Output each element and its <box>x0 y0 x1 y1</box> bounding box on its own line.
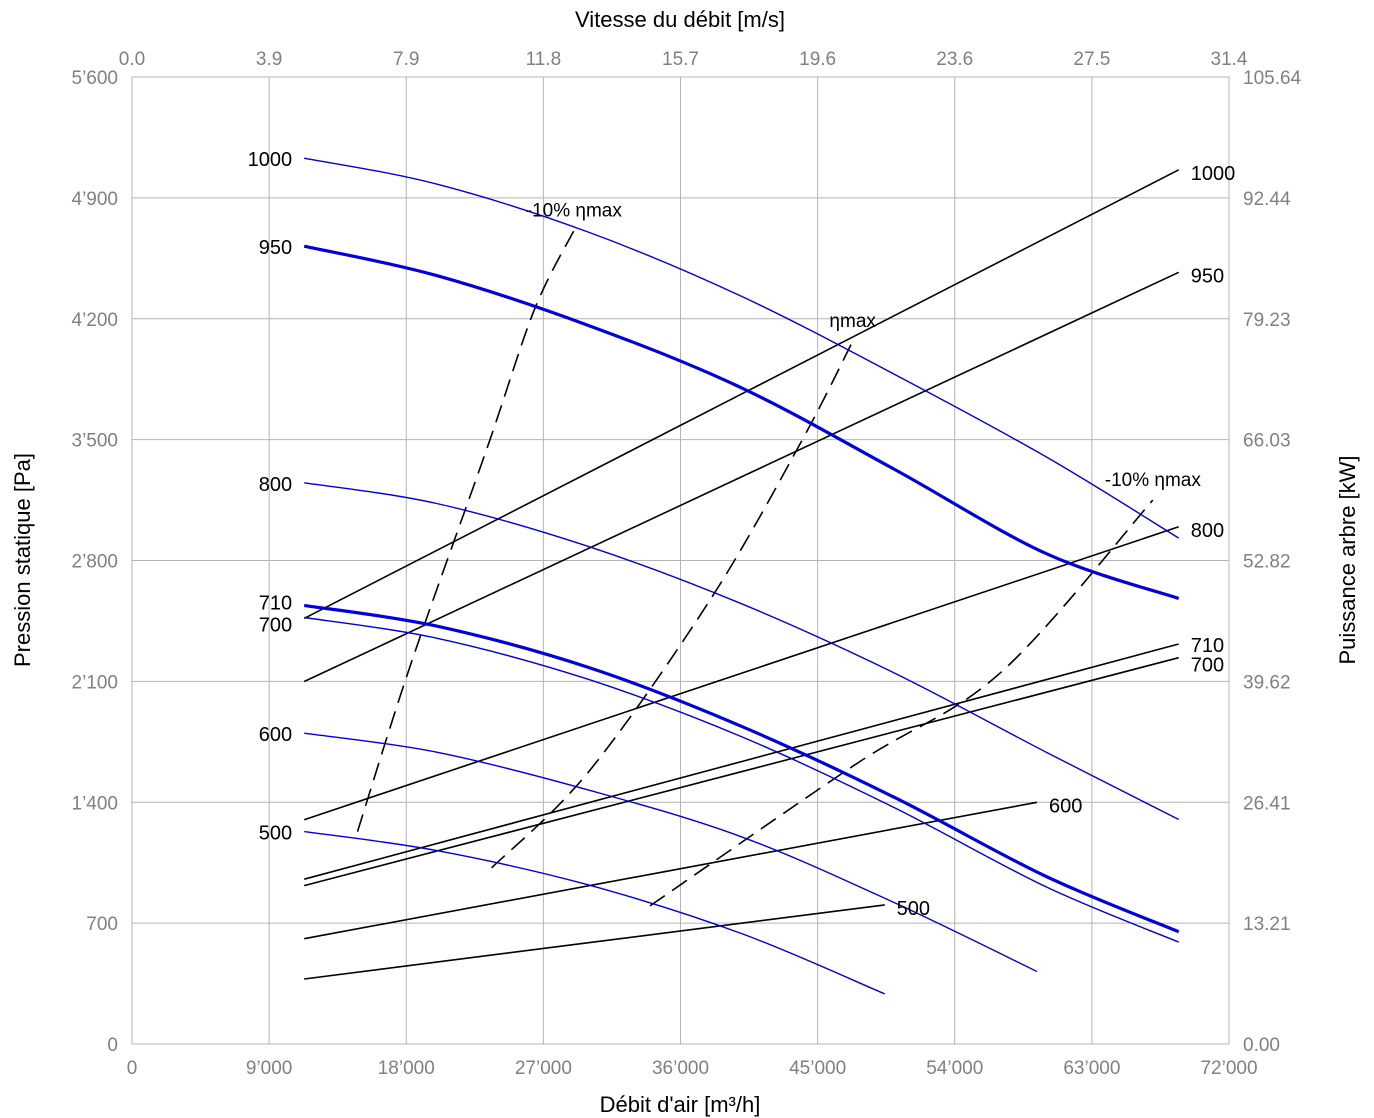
efficiency-line-label: -10% ηmax <box>1105 470 1202 491</box>
pressure-curve-label: 500 <box>259 823 292 845</box>
right-axis-title: Puissance arbre [kW] <box>1335 455 1360 664</box>
y-tick-label: 2’100 <box>72 672 119 693</box>
power-curve <box>303 656 1179 887</box>
tick-labels: 0 0.0 9’000 3.9 18’000 7.9 27’000 11.8 36’000 15.… <box>72 49 1302 1079</box>
x-tick-label: 72’000 <box>1200 1058 1257 1079</box>
y2-tick-label: 66.03 <box>1243 431 1291 452</box>
top-tick-label: 27.5 <box>1073 49 1110 70</box>
pressure-curve-label: 700 <box>259 614 292 636</box>
x-tick-label: 9’000 <box>246 1058 293 1079</box>
efficiency-line <box>649 499 1154 907</box>
top-tick-label: 11.8 <box>526 49 562 70</box>
pressure-curve <box>304 616 1179 943</box>
x-tick-label: 18’000 <box>378 1058 435 1079</box>
y-tick-label: 3’500 <box>72 431 119 452</box>
efficiency-lines <box>356 230 1154 907</box>
y2-tick-label: 79.23 <box>1243 310 1291 331</box>
y2-tick-label: 0.00 <box>1243 1035 1280 1056</box>
power-curves <box>303 169 1180 980</box>
power-curve-label: 700 <box>1191 655 1224 677</box>
power-curve-label: 950 <box>1191 265 1224 287</box>
y2-tick-label: 13.21 <box>1243 914 1291 935</box>
pressure-curve <box>304 732 1038 973</box>
top-tick-label: 3.9 <box>256 49 282 70</box>
power-curve <box>304 904 885 980</box>
y-tick-label: 2’800 <box>72 552 119 573</box>
power-curve <box>303 271 1180 683</box>
pressure-curve <box>303 244 1180 601</box>
plot-border <box>131 76 1230 1045</box>
top-tick-label: 19.6 <box>799 49 836 70</box>
efficiency-line <box>491 340 854 869</box>
top-tick-label: 7.9 <box>393 49 419 70</box>
pressure-curves <box>303 157 1180 995</box>
top-tick-label: 23.6 <box>936 49 973 70</box>
power-curve <box>303 643 1179 880</box>
x-tick-label: 54’000 <box>926 1058 983 1079</box>
pressure-curve-label: 950 <box>259 237 292 259</box>
x-tick-label: 0 <box>127 1058 138 1079</box>
x-tick-label: 27’000 <box>515 1058 572 1079</box>
x-tick-label: 45’000 <box>789 1058 846 1079</box>
y-tick-label: 4’200 <box>72 310 119 331</box>
y2-tick-label: 39.62 <box>1243 672 1291 693</box>
top-tick-label: 0.0 <box>119 49 145 70</box>
curve-labels: 1000950800710700600500100095080071070060… <box>248 149 1236 920</box>
pressure-curve-label: 710 <box>259 592 292 614</box>
pressure-curve <box>304 157 1180 539</box>
power-curve <box>303 169 1180 620</box>
pressure-curve-label: 1000 <box>248 149 293 171</box>
power-curve-label: 1000 <box>1191 163 1236 185</box>
pressure-curve <box>304 482 1180 821</box>
top-tick-label: 15.7 <box>662 49 699 70</box>
power-curve-label: 500 <box>897 898 930 920</box>
pressure-curve <box>304 830 885 995</box>
x-tick-label: 36’000 <box>652 1058 709 1079</box>
x-axis-title: Débit d'air [m³/h] <box>600 1092 761 1117</box>
y2-tick-label: 52.82 <box>1243 552 1291 573</box>
y-tick-label: 1’400 <box>72 793 119 814</box>
plot-frame <box>131 76 1230 1045</box>
x-tick-label: 63’000 <box>1063 1058 1120 1079</box>
y-tick-label: 700 <box>86 914 118 935</box>
pressure-curve-label: 600 <box>259 724 292 746</box>
top-tick-label: 31.4 <box>1211 49 1248 70</box>
y-axis-title: Pression statique [Pa] <box>10 453 35 667</box>
top-axis-title: Vitesse du débit [m/s] <box>575 7 785 32</box>
y-tick-label: 5’600 <box>72 68 119 89</box>
power-curve-label: 600 <box>1049 795 1082 817</box>
pressure-curve <box>303 603 1180 934</box>
power-curve <box>304 801 1038 940</box>
pressure-curve-label: 800 <box>259 474 292 496</box>
power-curve-label: 800 <box>1191 520 1224 542</box>
y2-tick-label: 105.64 <box>1243 68 1302 89</box>
y2-tick-label: 26.41 <box>1243 793 1291 814</box>
y2-tick-label: 92.44 <box>1243 189 1291 210</box>
power-curve-label: 710 <box>1191 635 1224 657</box>
y-tick-label: 4’900 <box>72 189 119 210</box>
efficiency-line-label: -10% ηmax <box>526 201 623 222</box>
chart-grid <box>132 77 1229 1044</box>
y-tick-label: 0 <box>107 1035 118 1056</box>
power-curve <box>303 526 1179 821</box>
efficiency-line-label: ηmax <box>829 311 876 332</box>
